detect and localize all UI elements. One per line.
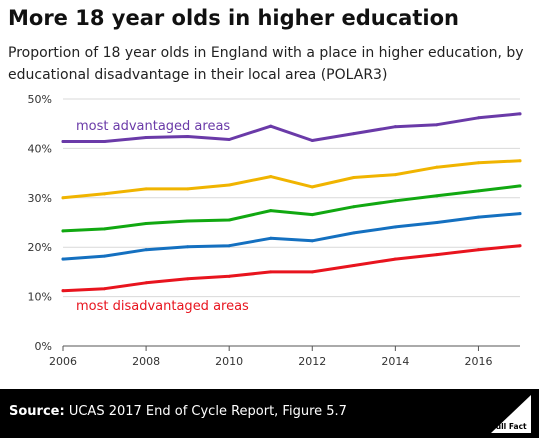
data-point — [476, 248, 480, 252]
y-tick-label: 20% — [28, 241, 52, 254]
data-point — [310, 138, 314, 142]
data-point — [103, 192, 107, 196]
chart-title: More 18 year olds in higher education — [8, 6, 459, 30]
source-text: UCAS 2017 End of Cycle Report, Figure 5.… — [68, 404, 347, 419]
data-point — [518, 159, 522, 163]
data-point — [476, 215, 480, 219]
data-point — [352, 205, 356, 209]
data-point — [269, 175, 273, 179]
x-tick-label: 2012 — [298, 355, 326, 368]
data-point — [144, 136, 148, 140]
data-point — [435, 253, 439, 257]
data-point — [103, 139, 107, 143]
data-point — [352, 176, 356, 180]
data-point — [393, 125, 397, 129]
data-point — [103, 254, 107, 258]
series-line-1 — [61, 159, 522, 200]
series-label-most-advantaged-areas: most advantaged areas — [76, 119, 230, 134]
data-point — [352, 231, 356, 235]
x-tick-label: 2010 — [215, 355, 243, 368]
series-line-3 — [61, 212, 522, 261]
full-fact-logo-icon: Full Fact — [491, 395, 531, 433]
y-tick-label: 30% — [28, 192, 52, 205]
data-point — [61, 196, 65, 200]
footer-bar: Source: UCAS 2017 End of Cycle Report, F… — [0, 389, 539, 438]
data-point — [476, 189, 480, 193]
data-point — [393, 225, 397, 229]
data-point — [393, 173, 397, 177]
series-line-4 — [61, 244, 522, 293]
data-point — [518, 112, 522, 116]
data-point — [103, 227, 107, 231]
data-point — [352, 263, 356, 267]
data-point — [186, 245, 190, 249]
source-note: Source: UCAS 2017 End of Cycle Report, F… — [9, 404, 347, 419]
data-point — [518, 212, 522, 216]
data-point — [144, 221, 148, 225]
x-tick-label: 2014 — [381, 355, 409, 368]
y-tick-label: 50% — [28, 93, 52, 106]
data-point — [518, 184, 522, 188]
data-point — [186, 219, 190, 223]
data-point — [310, 213, 314, 217]
data-point — [269, 236, 273, 240]
x-tick-label: 2008 — [132, 355, 160, 368]
data-point — [269, 124, 273, 128]
line-chart: 0% 10% 20% 30% 40% 50% 2006 2008 2010 2012 2014 201… — [28, 93, 522, 368]
data-point — [310, 239, 314, 243]
data-point — [310, 270, 314, 274]
y-tick-label: 40% — [28, 142, 52, 155]
x-tick-label: 2016 — [464, 355, 492, 368]
data-point — [144, 281, 148, 285]
data-point — [61, 257, 65, 261]
data-point — [476, 161, 480, 165]
data-point — [518, 244, 522, 248]
data-point — [227, 138, 231, 142]
data-point — [435, 123, 439, 127]
data-point — [352, 132, 356, 136]
data-point — [61, 139, 65, 143]
data-point — [227, 274, 231, 278]
data-point — [144, 187, 148, 191]
data-point — [435, 165, 439, 169]
data-point — [186, 135, 190, 139]
svg-text:Full Fact: Full Fact — [491, 422, 527, 431]
data-point — [61, 229, 65, 233]
data-point — [186, 187, 190, 191]
data-point — [227, 244, 231, 248]
data-point — [61, 289, 65, 293]
data-point — [310, 185, 314, 189]
data-point — [227, 183, 231, 187]
series-line-2 — [61, 184, 522, 233]
data-point — [393, 199, 397, 203]
data-point — [227, 218, 231, 222]
data-point — [476, 116, 480, 120]
x-tick-label: 2006 — [49, 355, 77, 368]
data-point — [144, 248, 148, 252]
y-tick-label: 0% — [35, 340, 52, 353]
data-point — [269, 270, 273, 274]
source-label: Source: — [9, 404, 65, 419]
data-point — [103, 287, 107, 291]
data-point — [393, 257, 397, 261]
data-point — [435, 194, 439, 198]
data-point — [435, 221, 439, 224]
chart-subtitle: Proportion of 18 year olds in England wi… — [8, 45, 524, 83]
series-label-most-disadvantaged-areas: most disadvantaged areas — [76, 299, 249, 314]
series-line-0 — [61, 112, 522, 143]
y-tick-label: 10% — [28, 291, 52, 304]
data-point — [186, 277, 190, 281]
data-point — [269, 209, 273, 213]
